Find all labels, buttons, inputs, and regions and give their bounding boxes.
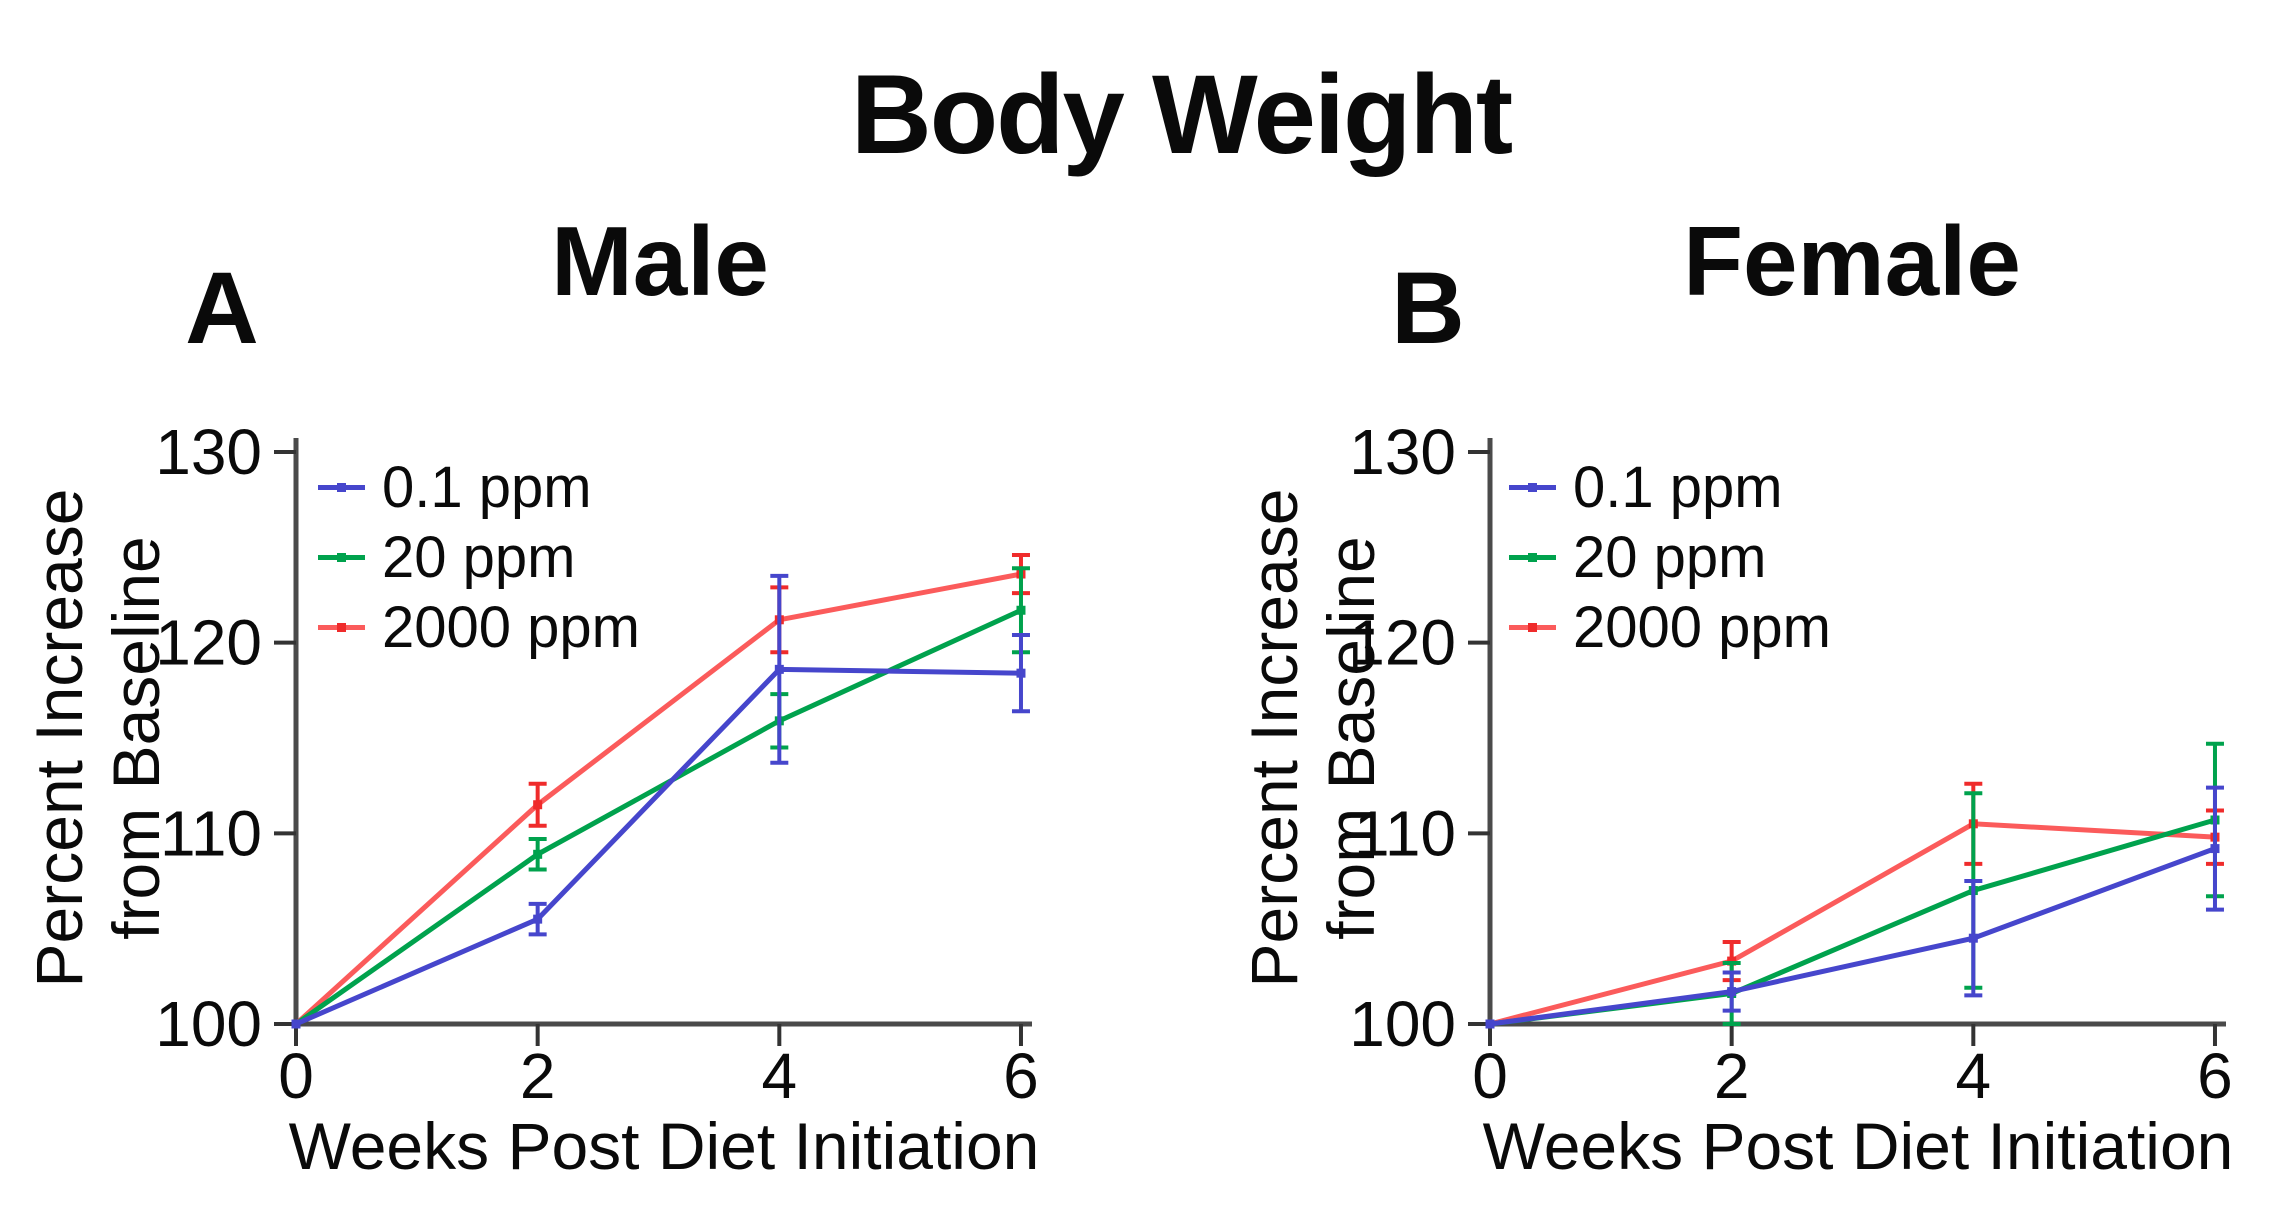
series-line-0.1-ppm: [295, 666, 1022, 1027]
data-point-marker: [1485, 1019, 1495, 1029]
x-axis-tick-label: 6: [1003, 1040, 1039, 1112]
y-axis-title-line1: Percent Increase: [22, 488, 96, 988]
x-axis-tick-label: 0: [278, 1040, 314, 1112]
y-axis-tick-label: 100: [155, 988, 262, 1060]
series-line-2000-ppm: [1489, 821, 2216, 1027]
x-axis-tick-label: 0: [1472, 1040, 1508, 1112]
data-point-marker: [291, 1019, 301, 1029]
x-axis-tick-label: 2: [1714, 1040, 1750, 1112]
panel-letter-b: B: [1391, 251, 1465, 365]
legend-label: 20 ppm: [1573, 524, 1767, 590]
panel-title-male: Male: [551, 206, 769, 316]
y-axis-tick-label: 110: [160, 797, 262, 869]
x-axis-tick-label: 4: [762, 1040, 798, 1112]
figure-title: Body Weight: [850, 52, 1513, 177]
y-axis-tick-label: 130: [155, 416, 262, 488]
series-line-20-ppm: [294, 607, 1023, 1027]
y-axis-title-male: Percent Increase from Baseline: [21, 448, 185, 1028]
legend-label: 0.1 ppm: [382, 454, 592, 520]
x-axis-title-male: Weeks Post Diet Initiation: [288, 1109, 1040, 1183]
data-point-marker: [533, 914, 543, 924]
legend-line-marker-icon: [318, 482, 365, 493]
legend-item: 0.1 ppm: [318, 452, 640, 522]
data-point-marker: [533, 849, 543, 859]
legend-label: 20 ppm: [382, 524, 576, 590]
legend-line-marker-icon: [1509, 482, 1556, 493]
legend-line-marker-icon: [318, 552, 365, 563]
series-line-2000-ppm: [294, 571, 1022, 1026]
y-axis-title-line2: from Baseline: [99, 536, 174, 940]
x-axis-tick-label: 2: [520, 1040, 556, 1112]
data-point-marker: [1016, 668, 1026, 678]
legend-item: 20 ppm: [1509, 522, 1831, 592]
legend-line-marker-icon: [1509, 622, 1556, 633]
legend-label: 0.1 ppm: [1573, 454, 1783, 520]
panel-letter-a: A: [185, 251, 259, 365]
y-axis-title-line2: from Baseline: [1314, 536, 1389, 940]
y-axis-tick-label: 120: [155, 607, 262, 679]
data-point-marker: [1016, 605, 1026, 615]
y-axis-tick-label: 130: [1349, 416, 1456, 488]
legend-item: 2000 ppm: [1509, 592, 1831, 662]
y-axis-tick-label: 120: [1349, 607, 1456, 679]
data-point-marker: [1968, 933, 1978, 943]
y-axis-tick-label: 110: [1354, 797, 1456, 869]
x-axis-title-female: Weeks Post Diet Initiation: [1482, 1109, 2234, 1183]
legend-line-marker-icon: [1509, 552, 1556, 563]
x-axis-tick-label: 6: [2197, 1040, 2233, 1112]
legend-item: 0.1 ppm: [1509, 452, 1831, 522]
series-line-0.1-ppm: [1489, 846, 2216, 1027]
y-axis-title-line1: Percent Increase: [1237, 488, 1311, 988]
legend-label: 2000 ppm: [1573, 594, 1831, 660]
legend-item: 20 ppm: [318, 522, 640, 592]
data-point-marker: [1727, 987, 1737, 997]
legend-item: 2000 ppm: [318, 592, 640, 662]
legend-line-marker-icon: [318, 622, 365, 633]
legend-male: 0.1 ppm 20 ppm 2000 ppm: [318, 452, 640, 662]
y-axis-tick-label: 100: [1349, 988, 1456, 1060]
legend-female: 0.1 ppm 20 ppm 2000 ppm: [1509, 452, 1831, 662]
data-point-marker: [774, 664, 784, 674]
data-point-marker: [533, 800, 543, 810]
y-axis-title-female: Percent Increase from Baseline: [1236, 448, 1400, 1028]
data-point-marker: [2210, 844, 2220, 854]
panel-title-female: Female: [1683, 206, 2021, 316]
legend-label: 2000 ppm: [382, 594, 640, 660]
x-axis-tick-label: 4: [1956, 1040, 1992, 1112]
